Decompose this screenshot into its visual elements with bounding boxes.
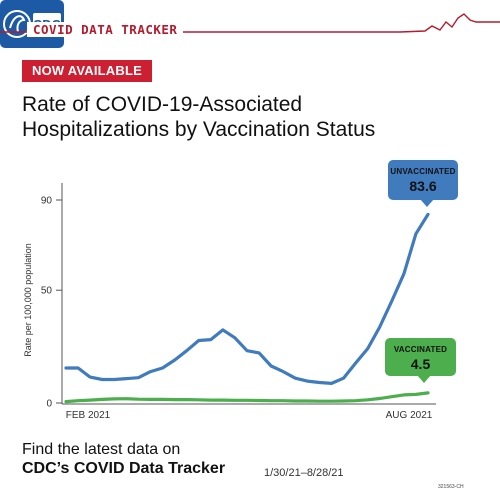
y-axis-label: Rate per 100,000 population xyxy=(23,243,33,357)
series-lines xyxy=(64,212,430,404)
vaccinated-callout: VACCINATED 4.5 xyxy=(385,338,456,376)
vaccinated-callout-value: 4.5 xyxy=(410,356,431,372)
y-tick-label: 90 xyxy=(41,196,53,207)
chart-title-line-1: Rate of COVID-19-Associated xyxy=(22,93,303,116)
x-tick-label: AUG 2021 xyxy=(386,410,433,421)
unvaccinated-callout-pointer xyxy=(420,199,434,207)
series-line-unvaccinated xyxy=(64,212,430,385)
unvaccinated-callout-label: UNVACCINATED xyxy=(390,167,456,176)
x-tick-group: FEB 2021 AUG 2021 xyxy=(66,410,433,421)
hospitalization-line-chart: 0 50 90 FEB 2021 AUG 2021 Rate per 100,000 … xyxy=(23,183,436,421)
series-line-vaccinated xyxy=(64,391,430,404)
unvaccinated-callout-value: 83.6 xyxy=(409,178,437,194)
y-tick-label: 0 xyxy=(46,399,52,410)
chart-title-line-2: Hospitalizations by Vaccination Status xyxy=(22,118,376,141)
y-tick-label: 50 xyxy=(41,286,53,297)
footer-text-line-1: Find the latest data on xyxy=(22,441,181,458)
vaccinated-callout-pointer xyxy=(417,375,431,383)
unvaccinated-callout: UNVACCINATED 83.6 xyxy=(388,160,458,200)
tracker-title: COVID DATA TRACKER xyxy=(27,22,184,37)
y-tick-group: 0 50 90 xyxy=(41,196,62,410)
chart-axes xyxy=(61,183,436,405)
footer-text-line-2: CDC’s COVID Data Tracker xyxy=(22,460,226,477)
date-range-label: 1/30/21–8/28/21 xyxy=(264,467,344,479)
chart-title: Rate of COVID-19-Associated Hospitalizat… xyxy=(22,92,462,142)
header-trend-line xyxy=(0,13,500,33)
vaccinated-callout-label: VACCINATED xyxy=(393,345,448,354)
now-available-badge: NOW AVAILABLE xyxy=(22,60,152,82)
x-tick-label: FEB 2021 xyxy=(66,410,111,421)
document-id: 321563-CH xyxy=(438,484,464,490)
